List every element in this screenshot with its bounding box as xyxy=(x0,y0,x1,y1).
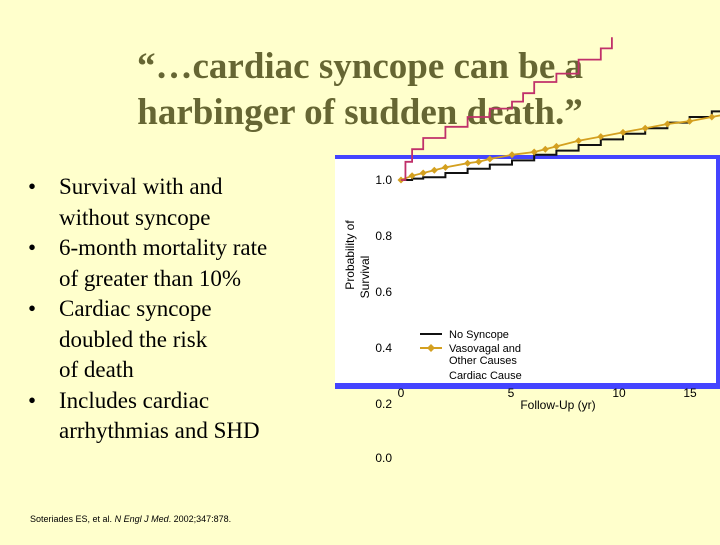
legend-label-no-syncope: No Syncope xyxy=(449,329,509,341)
plot-background xyxy=(335,157,720,383)
y-tick-label: 0.6 xyxy=(375,285,392,299)
x-tick-label: 15 xyxy=(683,386,697,400)
x-tick-label: 5 xyxy=(508,386,515,400)
y-axis-label-line-1: Probability of xyxy=(343,220,357,290)
data-point-vasovagal xyxy=(686,118,693,125)
y-axis-label-line-2: Survival xyxy=(358,256,372,299)
legend-label-vasovagal-line-1: Vasovagal and xyxy=(449,343,521,355)
x-tick-label: 10 xyxy=(612,386,626,400)
x-tick-label: 0 xyxy=(398,386,405,400)
data-point-vasovagal xyxy=(664,121,671,128)
y-tick-label: 0.0 xyxy=(375,451,392,465)
y-tick-label: 1.0 xyxy=(375,173,392,187)
y-tick-label: 0.4 xyxy=(375,341,392,355)
legend-label-vasovagal-line-2: Other Causes xyxy=(449,355,517,367)
data-point-vasovagal xyxy=(620,129,627,136)
legend-label-cardiac: Cardiac Cause xyxy=(449,370,522,382)
data-point-vasovagal xyxy=(553,143,560,150)
y-tick-label: 0.8 xyxy=(375,229,392,243)
data-point-vasovagal xyxy=(542,146,549,153)
data-point-vasovagal xyxy=(708,114,715,121)
plot-frame-right xyxy=(716,155,720,389)
data-point-vasovagal xyxy=(642,125,649,132)
plot-frame-top xyxy=(335,155,720,159)
data-point-vasovagal xyxy=(575,137,582,144)
plot-frame-bottom xyxy=(335,383,720,389)
x-axis-label: Follow-Up (yr) xyxy=(520,398,595,412)
y-tick-label: 0.2 xyxy=(375,397,392,411)
